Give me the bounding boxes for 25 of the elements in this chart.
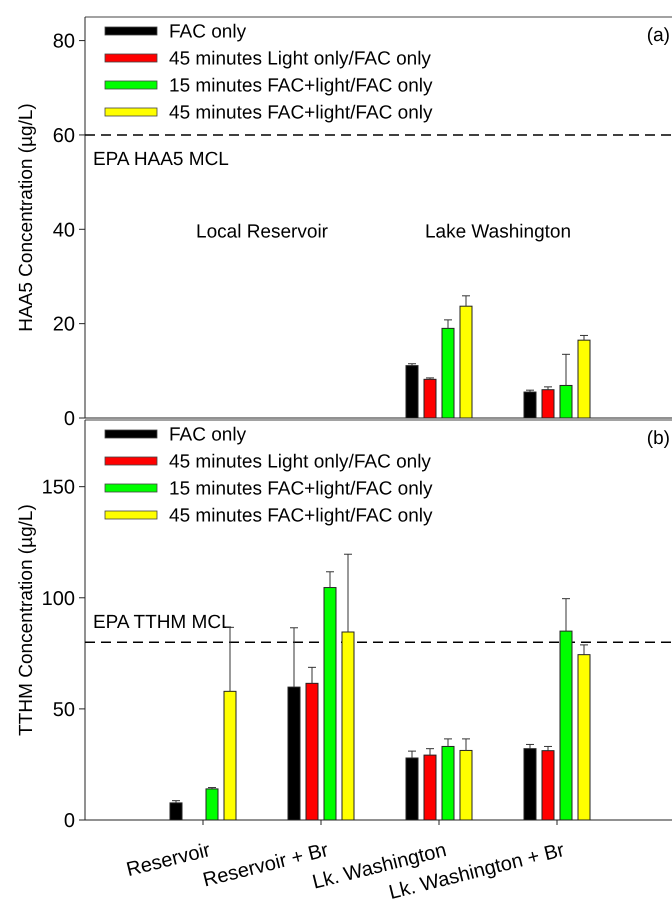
y-axis-title: HAA5 Concentration (µg/L) (16, 103, 37, 332)
legend-label: 45 minutes Light only/FAC only (169, 452, 432, 473)
legend-label: FAC only (169, 22, 247, 43)
legend-label: 45 minutes Light only/FAC only (169, 48, 432, 70)
chart-title: (b) (646, 428, 670, 449)
y-tick-label: 150 (42, 476, 75, 499)
chart-title: (a) (646, 25, 670, 46)
legend-label: 45 minutes FAC+light/FAC only (169, 506, 433, 527)
ref-line-label: EPA HAA5 MCL (93, 148, 229, 170)
annotation: Local Reservoir (196, 222, 329, 243)
y-tick-label: 100 (42, 588, 75, 610)
y-tick-label: 60 (52, 124, 75, 147)
y-tick-label: 50 (52, 698, 75, 721)
y-tick-label: 0 (64, 810, 75, 832)
y-tick-label: 20 (52, 314, 75, 336)
legend-label: FAC only (169, 424, 247, 446)
legend-label: 45 minutes FAC+light/FAC only (169, 102, 433, 124)
ref-line-label: EPA TTHM MCL (93, 612, 232, 634)
legend-label: 15 minutes FAC+light/FAC only (169, 478, 433, 500)
y-tick-label: 0 (64, 408, 75, 430)
y-tick-label: 80 (52, 30, 75, 53)
legend-label: 15 minutes FAC+light/FAC only (169, 76, 433, 97)
y-tick-label: 40 (52, 219, 75, 242)
y-axis-title: TTHM Concentration (µg/L) (16, 504, 37, 736)
annotation: Lake Washington (424, 222, 572, 243)
